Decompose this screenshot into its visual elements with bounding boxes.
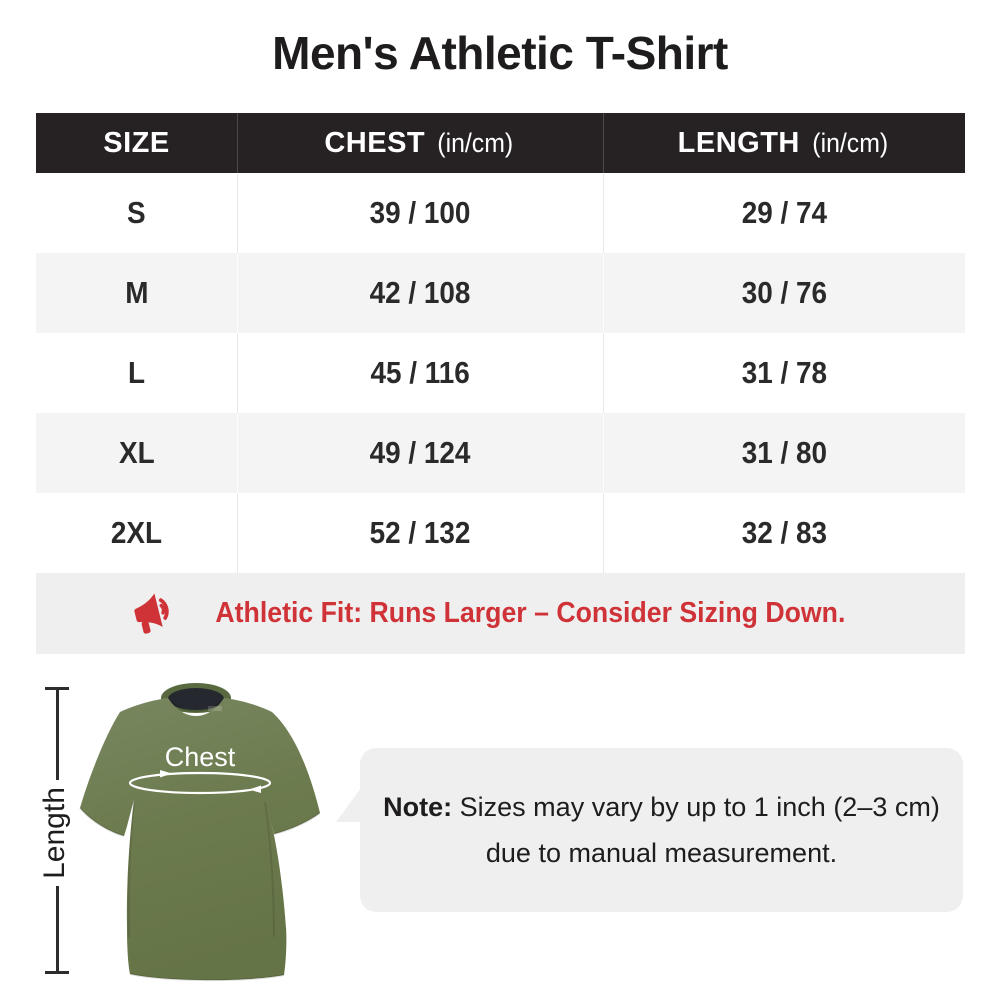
cell-length: 31 / 78 — [603, 333, 965, 413]
size-value: XL — [118, 435, 155, 470]
cell-size: XL — [36, 413, 237, 493]
cell-length: 32 / 83 — [603, 493, 965, 573]
note-bubble-tail — [336, 788, 361, 822]
length-value: 31 / 78 — [741, 355, 828, 390]
header-length-label: LENGTH — [677, 126, 800, 159]
table-row: XL 49 / 124 31 / 80 — [36, 413, 965, 493]
cell-chest: 39 / 100 — [237, 173, 603, 253]
cell-length: 29 / 74 — [603, 173, 965, 253]
chest-value: 49 / 124 — [370, 435, 471, 470]
table-row: S 39 / 100 29 / 74 — [36, 173, 965, 253]
length-label: Length — [38, 787, 71, 879]
size-value: L — [127, 355, 146, 390]
fit-notice-bar: Athletic Fit: Runs Larger – Consider Siz… — [36, 573, 965, 654]
note-line-1: Note: Sizes may vary by up to 1 inch (2–… — [383, 792, 940, 823]
header-size: SIZE — [36, 113, 237, 173]
header-chest-unit: (in/cm) — [437, 127, 514, 158]
length-value: 32 / 83 — [741, 515, 828, 550]
cell-chest: 49 / 124 — [237, 413, 603, 493]
length-line-upper — [56, 687, 59, 780]
right-fold — [264, 801, 275, 938]
size-value: M — [124, 275, 149, 310]
length-value: 30 / 76 — [741, 275, 828, 310]
size-value: S — [127, 195, 146, 230]
cell-length: 30 / 76 — [603, 253, 965, 333]
header-length: LENGTH (in/cm) — [603, 113, 965, 173]
chest-arrow-left — [160, 770, 172, 778]
right-sleeve-hem — [273, 812, 321, 835]
note-line-2: due to manual measurement. — [485, 837, 838, 868]
chest-ellipse — [128, 771, 272, 795]
chest-arrow-right — [249, 785, 261, 793]
tshirt-body — [80, 698, 320, 981]
fit-notice-text: Athletic Fit: Runs Larger – Consider Siz… — [215, 597, 845, 629]
table-row: 2XL 52 / 132 32 / 83 — [36, 493, 965, 573]
bottom-hem — [129, 973, 285, 982]
cell-chest: 45 / 116 — [237, 333, 603, 413]
length-line-lower — [56, 886, 59, 974]
note-bubble: Note: Sizes may vary by up to 1 inch (2–… — [336, 748, 963, 912]
length-value: 29 / 74 — [741, 195, 828, 230]
table-row: L 45 / 116 31 / 78 — [36, 333, 965, 413]
length-line-bottom-cap — [45, 971, 69, 974]
chest-value: 52 / 132 — [370, 515, 471, 550]
chest-value: 42 / 108 — [370, 275, 471, 310]
page-title: Men's Athletic T-Shirt — [272, 27, 728, 79]
cell-size: S — [36, 173, 237, 253]
cell-size: M — [36, 253, 237, 333]
left-fold — [127, 801, 135, 938]
left-sleeve-hem — [79, 807, 125, 837]
collar-seam — [171, 701, 221, 712]
table-header-row: SIZE CHEST (in/cm) LENGTH (in/cm) — [36, 113, 965, 173]
cell-length: 31 / 80 — [603, 413, 965, 493]
chest-value: 45 / 116 — [370, 355, 471, 390]
header-size-label: SIZE — [103, 126, 170, 159]
note-text-1: Sizes may vary by up to 1 inch (2–3 cm) — [459, 791, 940, 822]
table-row: M 42 / 108 30 / 76 — [36, 253, 965, 333]
chest-value: 39 / 100 — [370, 195, 471, 230]
cell-size: 2XL — [36, 493, 237, 573]
neck-logo — [208, 706, 222, 711]
cell-chest: 42 / 108 — [237, 253, 603, 333]
header-length-unit: (in/cm) — [812, 127, 889, 158]
collar-band — [168, 688, 224, 710]
cell-chest: 52 / 132 — [237, 493, 603, 573]
chest-label: Chest — [165, 742, 236, 772]
length-value: 31 / 80 — [741, 435, 828, 470]
megaphone-icon — [133, 592, 169, 634]
header-chest-label: CHEST — [324, 126, 426, 159]
size-table: SIZE CHEST (in/cm) LENGTH (in/cm) S 39 /… — [36, 113, 965, 654]
header-chest: CHEST (in/cm) — [237, 113, 603, 173]
note-prefix: Note: — [383, 791, 453, 822]
size-value: 2XL — [110, 515, 163, 550]
cell-size: L — [36, 333, 237, 413]
tshirt-image: Chest — [79, 683, 321, 982]
